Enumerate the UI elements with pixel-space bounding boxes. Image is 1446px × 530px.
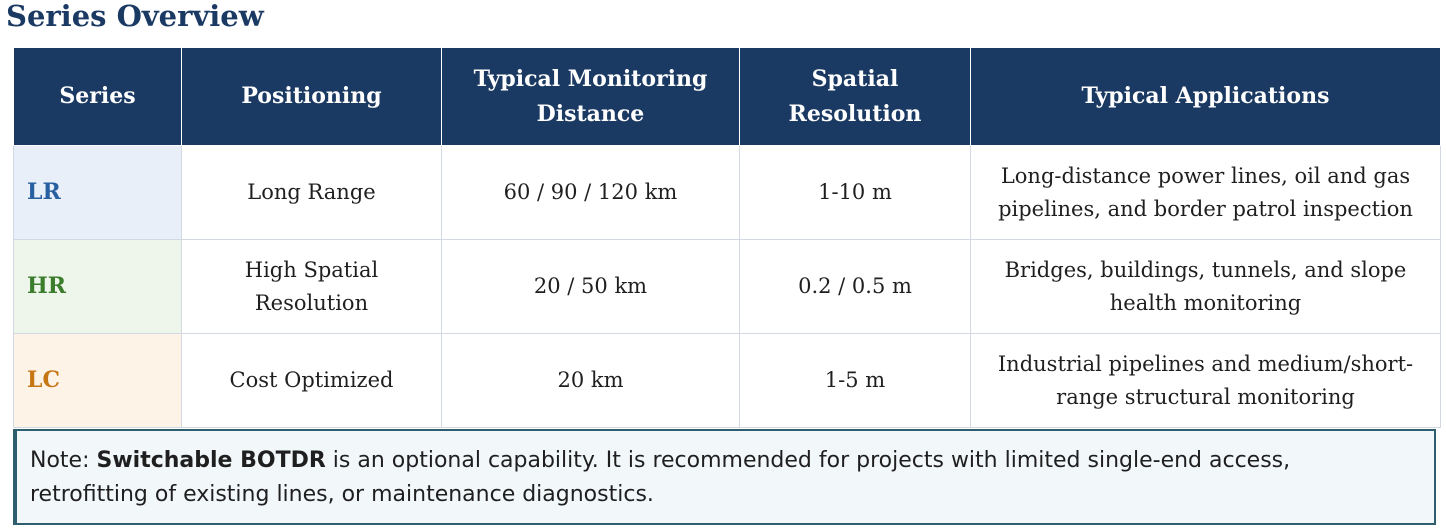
header-resolution-line2: Resolution xyxy=(788,100,922,127)
applications-line2: health monitoring xyxy=(1109,290,1302,315)
note-text-line2: retrofitting of existing lines, or maint… xyxy=(30,482,654,507)
distance-cell: 20 / 50 km xyxy=(441,239,740,334)
distance-text: 60 / 90 / 120 km xyxy=(503,180,678,204)
header-series-label: Series xyxy=(59,83,136,109)
note-box: Note: Switchable BOTDR is an optional ca… xyxy=(13,429,1436,525)
page-title: Series Overview xyxy=(6,0,264,33)
resolution-text: 1-5 m xyxy=(824,368,886,392)
header-applications-label: Typical Applications xyxy=(1081,83,1330,109)
table-row-lr: LR Long Range 60 / 90 / 120 km 1-10 m Lo… xyxy=(13,145,1441,240)
applications-line1: Long-distance power lines, oil and gas xyxy=(1000,163,1411,188)
header-applications: Typical Applications xyxy=(970,48,1441,146)
header-distance-line2: Distance xyxy=(536,100,645,127)
series-name: LC xyxy=(27,367,60,393)
resolution-text: 1-10 m xyxy=(818,180,892,204)
positioning-text: Cost Optimized xyxy=(229,368,394,392)
positioning-cell: High Spatial Resolution xyxy=(181,239,442,334)
series-name: LR xyxy=(27,179,61,205)
applications-cell: Industrial pipelines and medium/short-ra… xyxy=(970,333,1441,428)
header-resolution-line1: Spatial xyxy=(811,65,899,92)
header-positioning-label: Positioning xyxy=(241,83,382,109)
distance-text: 20 / 50 km xyxy=(533,274,648,298)
applications-cell: Long-distance power lines, oil and gas pi… xyxy=(970,145,1441,240)
table-body: LR Long Range 60 / 90 / 120 km 1-10 m Lo… xyxy=(13,145,1441,428)
series-name-cell: LR xyxy=(13,145,182,240)
distance-cell: 60 / 90 / 120 km xyxy=(441,145,740,240)
header-distance-line1: Typical Monitoring xyxy=(473,65,708,92)
note-text-line1: is an optional capability. It is recomme… xyxy=(325,448,1291,473)
distance-text: 20 km xyxy=(557,368,624,392)
table-row-hr: HR High Spatial Resolution 20 / 50 km 0.2… xyxy=(13,239,1441,334)
note-highlight: Switchable BOTDR xyxy=(96,448,326,473)
applications-line1: Bridges, buildings, tunnels, and slope xyxy=(1004,257,1407,282)
applications-cell: Bridges, buildings, tunnels, and slope he… xyxy=(970,239,1441,334)
positioning-text: Long Range xyxy=(247,180,376,204)
table-row-lc: LC Cost Optimized 20 km 1-5 m Industrial… xyxy=(13,333,1441,428)
series-name-cell: HR xyxy=(13,239,182,334)
header-row: Series Positioning Typical Monitoring Dis… xyxy=(13,48,1441,146)
header-series: Series xyxy=(13,48,182,146)
positioning-cell: Long Range xyxy=(181,145,442,240)
applications-line2: pipelines, and border patrol inspection xyxy=(998,196,1413,221)
note-prefix: Note: xyxy=(30,448,97,473)
applications-line1: Industrial pipelines and medium/short- xyxy=(997,351,1414,376)
table-header: Series Positioning Typical Monitoring Dis… xyxy=(13,48,1441,146)
positioning-line1: High Spatial xyxy=(244,257,379,282)
distance-cell: 20 km xyxy=(441,333,740,428)
resolution-cell: 1-5 m xyxy=(739,333,971,428)
resolution-text: 0.2 / 0.5 m xyxy=(798,274,912,298)
positioning-line2: Resolution xyxy=(254,290,369,315)
applications-line2: range structural monitoring xyxy=(1056,384,1355,409)
resolution-cell: 0.2 / 0.5 m xyxy=(739,239,971,334)
header-positioning: Positioning xyxy=(181,48,442,146)
resolution-cell: 1-10 m xyxy=(739,145,971,240)
series-name-cell: LC xyxy=(13,333,182,428)
header-resolution: Spatial Resolution xyxy=(739,48,971,146)
series-name: HR xyxy=(27,273,67,299)
positioning-cell: Cost Optimized xyxy=(181,333,442,428)
header-distance: Typical Monitoring Distance xyxy=(441,48,740,146)
series-overview-table: Series Positioning Typical Monitoring Dis… xyxy=(13,48,1441,428)
